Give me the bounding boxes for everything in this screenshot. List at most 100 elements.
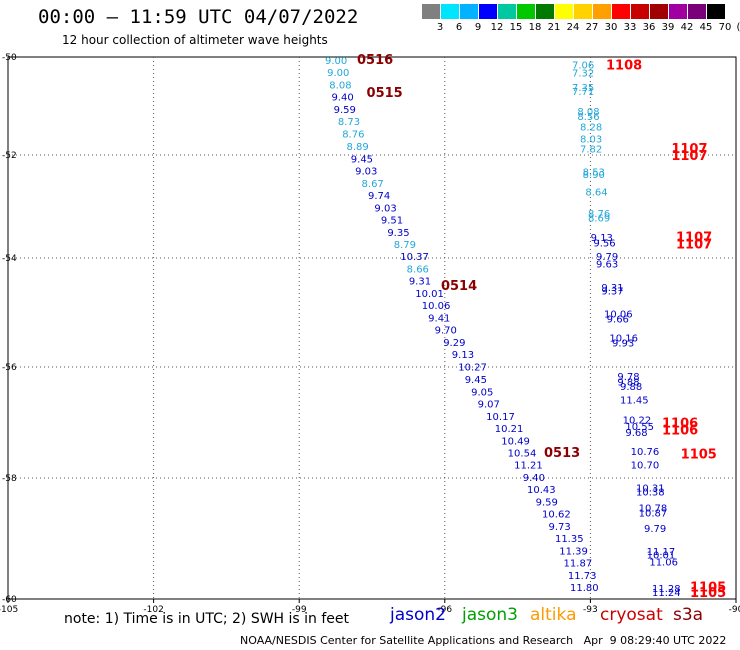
scale-swatch — [631, 4, 649, 19]
data-label-jason3: 8.69 — [588, 214, 610, 225]
time-label: 1106 — [662, 416, 698, 431]
scale-label: 6 — [455, 22, 463, 33]
data-label-jason3: 11.28 — [652, 584, 681, 595]
data-label-jason2: 11.39 — [559, 546, 588, 557]
data-label-jason2: 10.43 — [527, 485, 556, 496]
data-label-jason2: 10.49 — [501, 436, 530, 447]
time-label: 0516 — [357, 53, 393, 68]
data-label-jason2: 8.89 — [346, 142, 368, 153]
data-label-jason2: 9.70 — [435, 326, 457, 337]
data-label-jason2: 8.76 — [342, 129, 364, 140]
data-label-jason2: 9.13 — [452, 350, 474, 361]
data-label-jason2: 9.41 — [428, 313, 450, 324]
scale-swatch — [574, 4, 592, 19]
plot-frame — [7, 56, 737, 600]
data-label-jason2: 9.51 — [381, 216, 403, 227]
data-label-jason2: 9.00 — [327, 68, 349, 79]
time-label: 1107 — [671, 142, 707, 157]
data-label-jason3: 11.06 — [649, 557, 678, 568]
scale-label: 3 — [436, 22, 444, 33]
data-label-jason3: 9.68 — [625, 428, 647, 439]
data-label-jason3: 8.03 — [580, 135, 602, 146]
data-label-jason3: 11.24 — [652, 588, 681, 599]
data-label-jason3: 9.93 — [612, 338, 634, 349]
data-label-jason3: 10.16 — [609, 334, 638, 345]
credit-text: NOAA/NESDIS Center for Satellite Applica… — [240, 634, 574, 647]
data-label-jason3: 8.64 — [585, 187, 607, 198]
data-label-jason3: 9.13 — [591, 233, 613, 244]
scale-label: 39 — [661, 22, 675, 33]
legend-jason2: jason2 — [390, 605, 446, 625]
data-label-jason3: 10.31 — [636, 484, 665, 495]
data-label-jason3: 8.53 — [583, 167, 605, 178]
scale-label: 30 — [604, 22, 618, 33]
timestamp-text: Apr 9 08:29:40 UTC 2022 — [583, 634, 727, 647]
scale-swatch — [441, 4, 459, 19]
data-label-jason2: 11.80 — [570, 583, 599, 594]
y-tick-label: -60 — [2, 595, 17, 605]
scale-swatch — [498, 4, 516, 19]
data-label-jason2: 9.03 — [374, 203, 396, 214]
time-label: 0514 — [441, 279, 477, 294]
scale-swatch — [536, 4, 554, 19]
page-subtitle: 12 hour collection of altimeter wave hei… — [62, 33, 328, 47]
data-label-jason3: 9.79 — [644, 524, 666, 535]
data-label-jason2: 10.17 — [486, 412, 515, 423]
data-label-jason3: 9.79 — [596, 252, 618, 263]
time-label: 1107 — [671, 149, 707, 164]
scale-label: 15 — [509, 22, 523, 33]
data-label-jason3: 10.22 — [623, 415, 652, 426]
legend-s3a: s3a — [673, 605, 704, 625]
data-label-jason2: 10.27 — [458, 362, 487, 373]
data-label-jason2: 11.73 — [568, 571, 597, 582]
scale-swatch — [517, 4, 535, 19]
scale-swatch — [688, 4, 706, 19]
time-label: 1106 — [662, 424, 698, 439]
data-label-jason2: 10.01 — [415, 289, 444, 300]
data-label-jason2: 9.73 — [549, 522, 571, 533]
data-label-jason2: 8.66 — [407, 264, 429, 275]
scale-label: 21 — [547, 22, 561, 33]
time-label: 1105 — [681, 448, 717, 463]
data-label-jason3: 11.17 — [647, 547, 676, 558]
data-label-jason2: 11.35 — [555, 534, 584, 545]
data-label-jason3: 10.55 — [625, 422, 654, 433]
data-label-jason2: 8.67 — [362, 179, 384, 190]
y-tick-label: -58 — [2, 474, 17, 484]
scale-label: 36 — [642, 22, 656, 33]
data-label-jason2: 10.37 — [400, 252, 429, 263]
data-label-jason3: 7.06 — [572, 60, 594, 71]
scale-swatch — [612, 4, 630, 19]
data-label-jason2: 8.79 — [394, 240, 416, 251]
y-tick-label: -52 — [2, 151, 17, 161]
data-label-jason3: 8.90 — [583, 170, 605, 181]
scale-label: 27 — [585, 22, 599, 33]
data-label-jason3: 9.56 — [593, 239, 615, 250]
data-label-jason3: 8.28 — [580, 123, 602, 134]
legend-jason3: jason3 — [462, 605, 518, 625]
scale-label: 45 — [699, 22, 713, 33]
scale-swatch — [650, 4, 668, 19]
data-label-jason3: 7.71 — [572, 87, 594, 98]
data-label-jason3: 10.78 — [639, 504, 668, 515]
data-label-jason2: 10.62 — [542, 510, 571, 521]
data-label-jason2: 10.21 — [495, 424, 524, 435]
data-label-jason3: 10.06 — [604, 310, 633, 321]
y-tick-label: -56 — [2, 363, 17, 373]
data-label-jason3: 7.35 — [572, 83, 594, 94]
scale-swatch — [422, 4, 440, 19]
data-label-jason2: 8.08 — [329, 80, 351, 91]
scale-label: 12 — [490, 22, 504, 33]
scale-label: 33 — [623, 22, 637, 33]
x-tick-label: -99 — [292, 605, 307, 615]
data-label-jason3: 10.76 — [631, 447, 660, 458]
footer-credit: NOAA/NESDIS Center for Satellite Applica… — [240, 634, 726, 647]
data-label-jason3: 9.78 — [617, 372, 639, 383]
data-label-jason3: 9.66 — [607, 314, 629, 325]
x-tick-label: -96 — [437, 605, 452, 615]
time-label: 1105 — [690, 586, 726, 601]
data-label-jason3: 9.37 — [601, 287, 623, 298]
data-label-jason2: 9.45 — [465, 375, 487, 386]
data-label-jason2: 10.54 — [508, 448, 537, 459]
data-label-jason2: 9.00 — [325, 56, 347, 67]
